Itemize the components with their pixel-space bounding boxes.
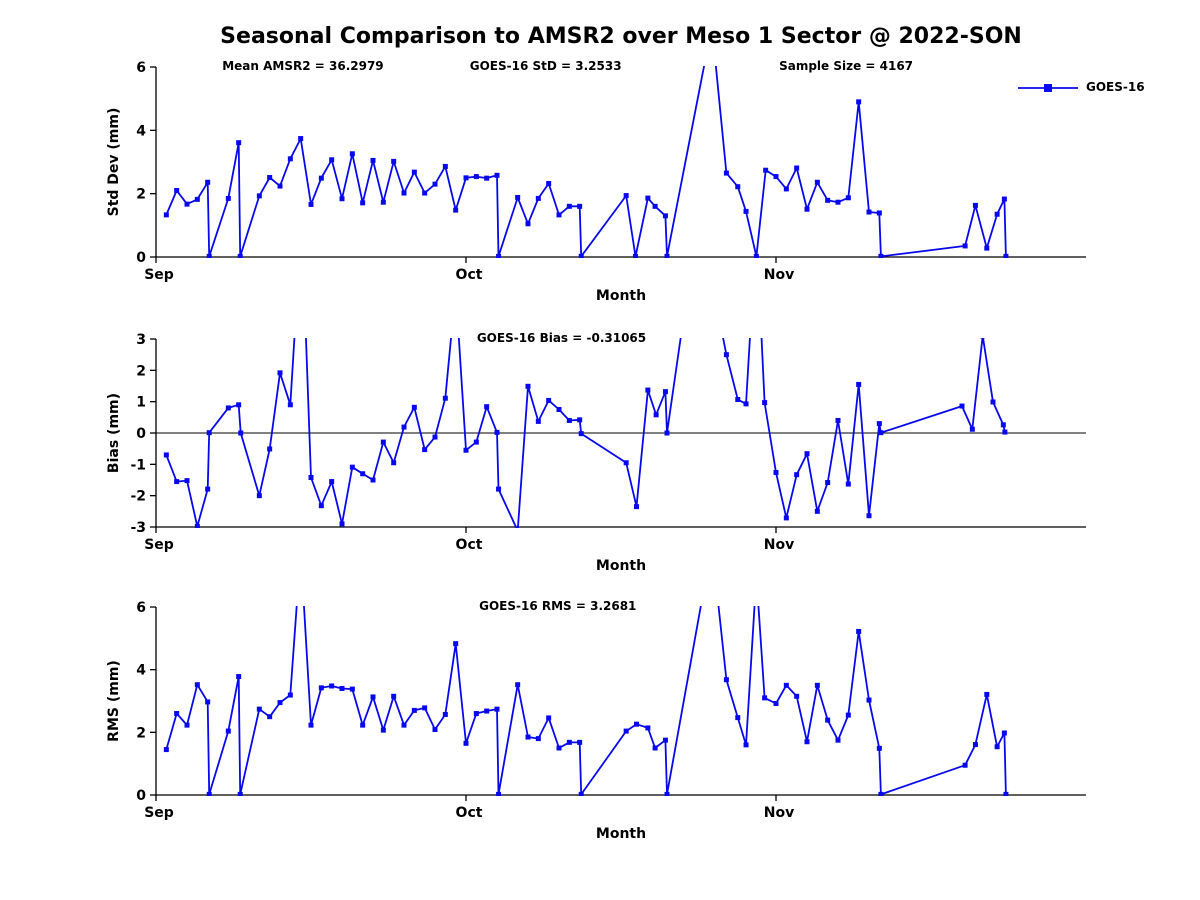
x-tick-label-nov: Nov <box>764 537 794 553</box>
y-tick-label-bias--2: -2 <box>130 489 146 505</box>
legend-label: GOES-16 <box>1086 80 1145 94</box>
page-title: Seasonal Comparison to AMSR2 over Meso 1… <box>220 24 1022 49</box>
x-axis-label-rms: Month <box>596 826 646 842</box>
series-bias-goes16 <box>163 338 1008 528</box>
y-tick-label-rms-6: 6 <box>136 600 146 616</box>
y-tick-label-bias--3: -3 <box>130 520 146 536</box>
x-tick-label-oct: Oct <box>456 805 483 821</box>
y-tick-label-bias-0: 0 <box>136 426 146 442</box>
annotation-std_dev-0: Mean AMSR2 = 36.2979 <box>222 59 383 73</box>
legend-marker-icon <box>1044 84 1052 92</box>
annotation-std_dev-2: Sample Size = 4167 <box>779 59 913 73</box>
y-tick-label-rms-4: 4 <box>136 663 146 679</box>
y-tick-label-bias-1: 1 <box>136 395 146 411</box>
y-tick-label-std_dev-2: 2 <box>136 187 146 203</box>
series-std_dev-goes16 <box>163 66 1009 258</box>
x-tick-label-oct: Oct <box>456 267 483 283</box>
annotation-std_dev-1: GOES-16 StD = 3.2533 <box>470 59 622 73</box>
y-tick-label-bias-3: 3 <box>136 332 146 348</box>
y-tick-label-std_dev-0: 0 <box>136 250 146 266</box>
annotation-rms-0: GOES-16 RMS = 3.2681 <box>479 599 636 613</box>
y-axis-label-rms: RMS (mm) <box>106 660 122 742</box>
x-tick-label-nov: Nov <box>764 805 794 821</box>
y-tick-label-std_dev-4: 4 <box>136 123 146 139</box>
x-tick-label-sep: Sep <box>144 537 174 553</box>
y-axis-label-std_dev: Std Dev (mm) <box>106 108 122 217</box>
x-tick-label-nov: Nov <box>764 267 794 283</box>
x-axis-label-bias: Month <box>596 558 646 574</box>
x-axis-label-std_dev: Month <box>596 288 646 304</box>
y-tick-label-rms-2: 2 <box>136 725 146 741</box>
x-tick-label-sep: Sep <box>144 267 174 283</box>
series-rms-goes16 <box>163 606 1009 796</box>
annotation-bias-0: GOES-16 Bias = -0.31065 <box>477 331 646 345</box>
y-tick-label-std_dev-6: 6 <box>136 60 146 76</box>
y-tick-label-bias-2: 2 <box>136 363 146 379</box>
y-axis-label-bias: Bias (mm) <box>106 393 122 473</box>
y-tick-label-rms-0: 0 <box>136 788 146 804</box>
x-tick-label-oct: Oct <box>456 537 483 553</box>
x-tick-label-sep: Sep <box>144 805 174 821</box>
y-tick-label-bias--1: -1 <box>130 457 146 473</box>
legend <box>1018 84 1078 92</box>
